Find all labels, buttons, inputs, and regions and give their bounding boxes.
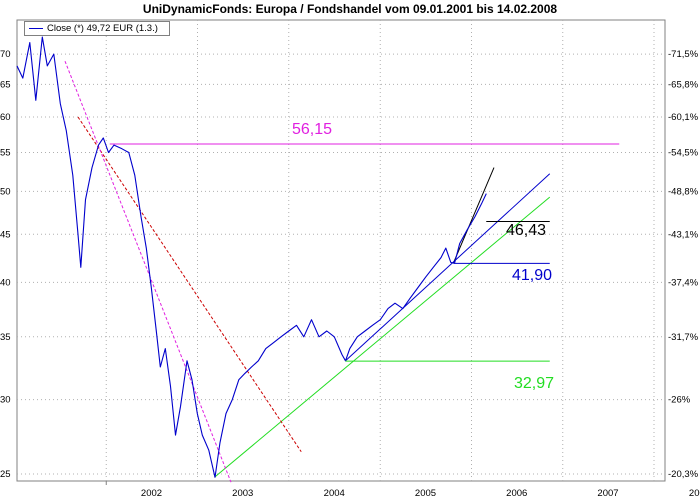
y-tick-label-left: 55 [0,147,11,158]
y-tick-label-left: 40 [0,277,11,288]
axis-layer: 25 -20,3% 30 -26% 35 -31,7% 40 -37,4% 45 -43,1% 50… [0,49,700,499]
y-tick-label-right: -71,5% [668,49,699,60]
y-tick-label-left: 65 [0,79,11,90]
legend-label: Close (*) 49,72 EUR (1.3.) [47,23,158,34]
y-tick-label-right: -48,8% [668,186,699,197]
trendline [345,173,551,362]
plot-frame [16,19,666,482]
trendline [77,116,302,453]
annot-layer: 56,15 46,43 41,90 32,97 [109,121,620,392]
price-line [16,36,487,478]
legend: Close (*) 49,72 EUR (1.3.) [24,21,170,36]
trendline [64,60,232,483]
x-tick-label: 2008 [689,488,700,499]
y-tick-label-right: -54,5% [668,147,699,158]
trend-layer [64,60,551,483]
y-tick-label-right: -60,1% [668,112,699,123]
y-tick-label-right: -37,4% [668,277,699,288]
y-tick-label-left: 25 [0,469,11,480]
y-tick-label-left: 60 [0,112,11,123]
x-tick-label: 2007 [597,488,618,499]
trendline [214,196,551,478]
level-label: 56,15 [292,121,332,138]
y-tick-label-left: 45 [0,229,11,240]
series-layer [16,36,487,478]
chart-title: UniDynamicFonds: Europa / Fondshandel vo… [142,2,558,16]
y-tick-label-right: -31,7% [668,332,699,343]
y-tick-label-right: -26% [668,395,691,406]
legend-swatch [29,28,43,29]
y-tick-label-left: 70 [0,49,11,60]
x-tick-label: 2003 [232,488,253,499]
grid-layer [16,19,666,482]
level-label: 46,43 [506,222,546,239]
y-tick-label-left: 50 [0,186,11,197]
x-tick-label: 2005 [415,488,436,499]
x-tick-label: 2006 [506,488,527,499]
y-tick-label-right: -65,8% [668,79,699,90]
y-tick-label-left: 30 [0,395,11,406]
y-tick-label-right: -20,3% [668,469,699,480]
y-tick-label-left: 35 [0,332,11,343]
level-label: 32,97 [514,375,554,392]
y-tick-label-right: -43,1% [668,229,699,240]
x-tick-label: 2002 [141,488,162,499]
level-label: 41,90 [512,267,552,284]
trendline [452,167,495,264]
x-tick-label: 2004 [324,488,345,499]
